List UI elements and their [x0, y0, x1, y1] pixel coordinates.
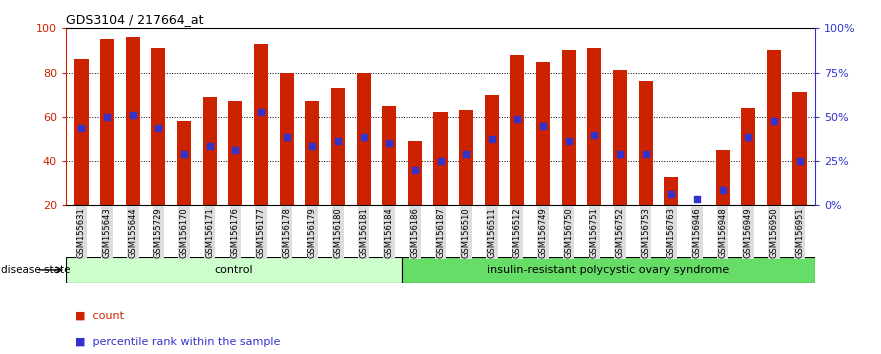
Point [228, 147, 242, 153]
Text: ■  count: ■ count [75, 310, 124, 320]
Bar [100, 39, 115, 205]
Bar [152, 48, 166, 205]
Text: GSM155643: GSM155643 [102, 207, 112, 258]
Bar [177, 121, 191, 205]
Point [382, 141, 396, 146]
Point [357, 134, 371, 139]
Text: GSM155631: GSM155631 [77, 207, 86, 258]
Text: GSM156763: GSM156763 [667, 207, 676, 258]
Bar [459, 110, 473, 205]
Bar [279, 73, 293, 205]
Bar [793, 92, 807, 205]
Text: GSM156184: GSM156184 [385, 207, 394, 258]
Bar [74, 59, 88, 205]
Text: GSM156949: GSM156949 [744, 207, 752, 258]
Text: GSM156950: GSM156950 [769, 207, 779, 258]
Bar [433, 113, 448, 205]
Text: GSM156751: GSM156751 [590, 207, 599, 258]
Point [74, 125, 88, 131]
Point [510, 116, 524, 122]
Text: GSM156749: GSM156749 [538, 207, 548, 258]
Point [664, 192, 678, 197]
Point [459, 152, 473, 157]
Bar [305, 101, 319, 205]
Text: GSM156180: GSM156180 [333, 207, 343, 258]
Text: GSM156753: GSM156753 [641, 207, 650, 258]
Bar [357, 73, 371, 205]
Point [177, 152, 191, 157]
Bar [126, 37, 140, 205]
Text: GSM156179: GSM156179 [307, 207, 317, 258]
Point [433, 158, 448, 164]
Text: ■  percentile rank within the sample: ■ percentile rank within the sample [75, 337, 280, 347]
Text: GSM156750: GSM156750 [564, 207, 574, 258]
Text: GSM156948: GSM156948 [718, 207, 727, 258]
Bar [536, 62, 550, 205]
Point [562, 138, 576, 144]
Point [100, 114, 115, 120]
Bar [562, 51, 576, 205]
Point [331, 138, 345, 144]
Text: GSM156171: GSM156171 [205, 207, 214, 258]
Point [536, 123, 550, 129]
Text: disease state: disease state [1, 265, 70, 275]
Bar [66, 257, 402, 283]
Text: GSM156951: GSM156951 [795, 207, 804, 258]
Text: GSM156510: GSM156510 [462, 207, 470, 258]
Text: GSM156170: GSM156170 [180, 207, 189, 258]
Bar [510, 55, 524, 205]
Bar [203, 97, 217, 205]
Bar [664, 177, 678, 205]
Text: GSM156176: GSM156176 [231, 207, 240, 258]
Bar [639, 81, 653, 205]
Point [126, 112, 140, 118]
Text: control: control [215, 265, 253, 275]
Text: GSM156177: GSM156177 [256, 207, 265, 258]
Text: insulin-resistant polycystic ovary syndrome: insulin-resistant polycystic ovary syndr… [487, 265, 729, 275]
Text: GSM156512: GSM156512 [513, 207, 522, 258]
Bar [402, 257, 815, 283]
Point [408, 167, 422, 173]
Bar [254, 44, 268, 205]
Text: GSM156186: GSM156186 [411, 207, 419, 258]
Bar [613, 70, 627, 205]
Bar [485, 95, 499, 205]
Point [152, 125, 166, 131]
Text: GSM155644: GSM155644 [129, 207, 137, 258]
Bar [228, 101, 242, 205]
Bar [588, 48, 602, 205]
Point [588, 132, 602, 137]
Point [715, 187, 729, 193]
Text: GSM156178: GSM156178 [282, 207, 291, 258]
Bar [741, 108, 755, 205]
Text: GSM156187: GSM156187 [436, 207, 445, 258]
Text: GDS3104 / 217664_at: GDS3104 / 217664_at [66, 13, 204, 26]
Text: GSM156181: GSM156181 [359, 207, 368, 258]
Point [203, 143, 217, 148]
Point [766, 118, 781, 124]
Bar [408, 141, 422, 205]
Text: GSM156752: GSM156752 [616, 207, 625, 258]
Point [254, 110, 268, 115]
Text: GSM156946: GSM156946 [692, 207, 701, 258]
Point [690, 196, 704, 201]
Bar [331, 88, 345, 205]
Point [741, 134, 755, 139]
Point [793, 158, 807, 164]
Point [279, 134, 293, 139]
Point [305, 143, 319, 148]
Point [613, 152, 627, 157]
Point [639, 152, 653, 157]
Point [485, 136, 499, 142]
Text: GSM156511: GSM156511 [487, 207, 496, 258]
Bar [382, 106, 396, 205]
Bar [766, 51, 781, 205]
Text: GSM155729: GSM155729 [154, 207, 163, 258]
Bar [715, 150, 729, 205]
